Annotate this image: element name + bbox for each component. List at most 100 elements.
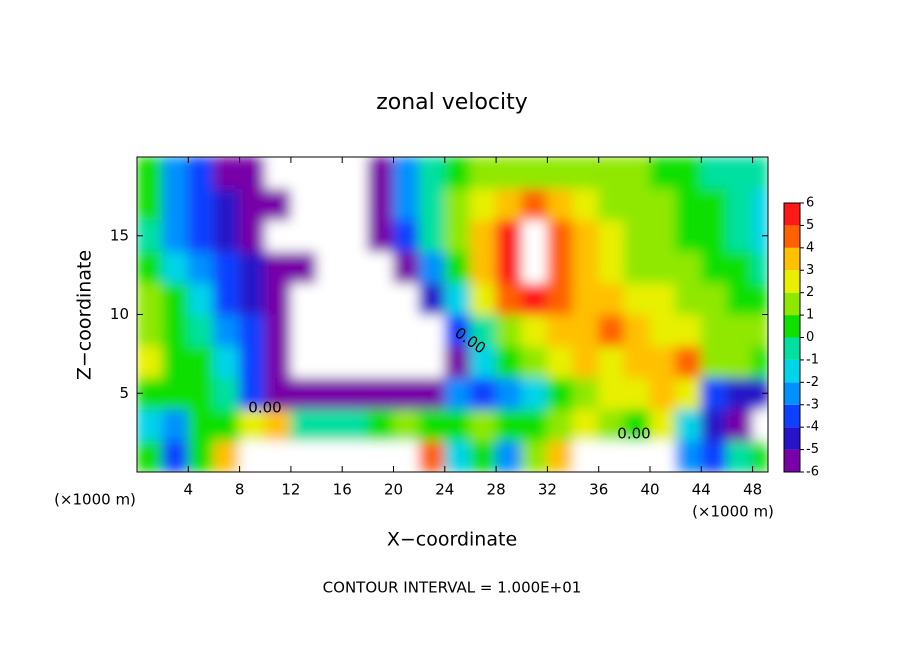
x-tick-label: 16 bbox=[333, 481, 352, 499]
cell bbox=[700, 188, 728, 221]
contour-label: 0.00 bbox=[617, 425, 650, 443]
cell bbox=[444, 157, 471, 189]
cell bbox=[187, 314, 215, 347]
cell bbox=[341, 408, 369, 441]
cell bbox=[521, 440, 548, 472]
cell bbox=[264, 282, 292, 315]
cell bbox=[264, 345, 292, 378]
cell bbox=[444, 408, 471, 441]
colorbar-swatch bbox=[784, 270, 800, 293]
cell bbox=[316, 377, 343, 410]
cell bbox=[752, 345, 768, 378]
cell bbox=[649, 188, 677, 221]
contour-label: 0.00 bbox=[248, 399, 281, 417]
cell bbox=[598, 408, 625, 441]
cell bbox=[187, 157, 215, 189]
cell bbox=[367, 251, 395, 284]
cell bbox=[546, 188, 574, 221]
cell bbox=[393, 440, 420, 472]
colorbar-swatch bbox=[784, 382, 800, 405]
colorbar-tick-label: 3 bbox=[806, 263, 814, 278]
cell bbox=[213, 282, 241, 315]
cell bbox=[444, 282, 471, 315]
cell bbox=[341, 251, 369, 284]
cell bbox=[290, 251, 318, 284]
cell bbox=[264, 188, 292, 221]
cell bbox=[546, 314, 574, 347]
cell bbox=[341, 282, 369, 315]
x-unit: (×1000 m) bbox=[692, 503, 774, 521]
colorbar-swatch bbox=[784, 203, 800, 226]
x-tick-label: 8 bbox=[235, 481, 245, 499]
colorbar-tick-label: 1 bbox=[806, 308, 814, 323]
cell bbox=[675, 408, 702, 441]
cell bbox=[444, 440, 471, 472]
colorbar-swatch bbox=[784, 449, 800, 472]
colorbar-tick-label: 5 bbox=[806, 218, 814, 233]
x-tick-label: 48 bbox=[743, 481, 762, 499]
cell bbox=[726, 377, 754, 410]
cell bbox=[675, 314, 702, 347]
cell bbox=[213, 314, 241, 347]
cell bbox=[495, 157, 523, 189]
cell bbox=[675, 157, 702, 189]
cell bbox=[137, 408, 164, 441]
cell bbox=[264, 219, 292, 252]
cell bbox=[521, 345, 548, 378]
cell bbox=[495, 282, 523, 315]
x-tick-label: 36 bbox=[589, 481, 608, 499]
cell bbox=[726, 408, 754, 441]
cell bbox=[290, 282, 318, 315]
colorbar-tick-label: -4 bbox=[806, 420, 819, 435]
cell bbox=[700, 440, 728, 472]
cell bbox=[264, 157, 292, 189]
cell bbox=[675, 345, 702, 378]
cell bbox=[444, 219, 471, 252]
cell bbox=[649, 282, 677, 315]
x-tick-label: 24 bbox=[435, 481, 454, 499]
cell bbox=[598, 345, 625, 378]
cell bbox=[700, 157, 728, 189]
cell bbox=[598, 188, 625, 221]
cell bbox=[469, 377, 497, 410]
cell bbox=[726, 282, 754, 315]
cell bbox=[752, 440, 768, 472]
x-tick-label: 44 bbox=[692, 481, 711, 499]
cell bbox=[469, 282, 497, 315]
cell bbox=[290, 345, 318, 378]
cell bbox=[239, 188, 266, 221]
cell bbox=[290, 188, 318, 221]
cell bbox=[623, 345, 651, 378]
cell bbox=[393, 314, 420, 347]
cell bbox=[316, 345, 343, 378]
cell bbox=[598, 157, 625, 189]
cell bbox=[316, 219, 343, 252]
cell bbox=[239, 440, 266, 472]
cell bbox=[367, 408, 395, 441]
cell bbox=[675, 377, 702, 410]
colorbar-swatch bbox=[784, 337, 800, 360]
cell bbox=[290, 219, 318, 252]
cell bbox=[649, 440, 677, 472]
cell bbox=[162, 440, 189, 472]
cell bbox=[137, 314, 164, 347]
cell bbox=[418, 282, 446, 315]
cell bbox=[290, 408, 318, 441]
colorbar-swatch bbox=[784, 225, 800, 248]
cell bbox=[187, 219, 215, 252]
cell bbox=[213, 157, 241, 189]
colorbar-tick-label: 6 bbox=[806, 196, 814, 211]
cell bbox=[213, 219, 241, 252]
cell bbox=[598, 440, 625, 472]
cell bbox=[726, 251, 754, 284]
cell bbox=[700, 219, 728, 252]
cell bbox=[546, 219, 574, 252]
colorbar-tick-label: 4 bbox=[806, 240, 814, 255]
cell bbox=[239, 377, 266, 410]
cell bbox=[700, 282, 728, 315]
cell bbox=[598, 282, 625, 315]
cell bbox=[137, 251, 164, 284]
cell bbox=[495, 219, 523, 252]
cell bbox=[546, 345, 574, 378]
cell bbox=[469, 408, 497, 441]
